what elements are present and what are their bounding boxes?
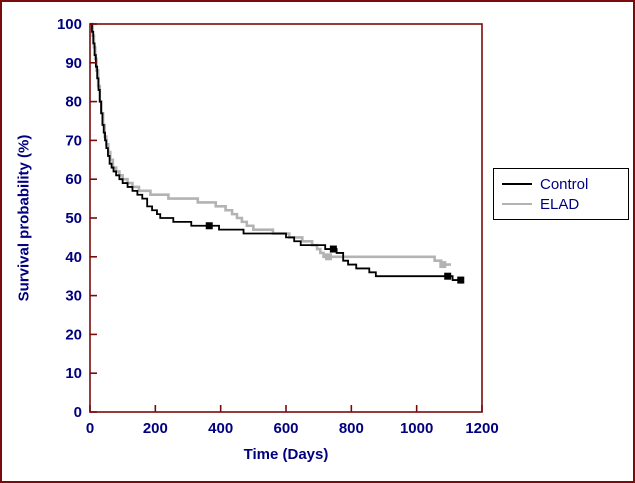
- svg-text:70: 70: [65, 132, 82, 149]
- svg-text:50: 50: [65, 210, 82, 227]
- svg-text:40: 40: [65, 249, 82, 266]
- svg-text:200: 200: [143, 420, 168, 437]
- svg-text:1000: 1000: [400, 420, 433, 437]
- svg-text:30: 30: [65, 288, 82, 305]
- svg-text:600: 600: [273, 420, 298, 437]
- svg-text:20: 20: [65, 326, 82, 343]
- svg-text:90: 90: [65, 55, 82, 72]
- svg-text:10: 10: [65, 365, 82, 382]
- legend-label-elad: ELAD: [540, 195, 580, 213]
- svg-text:0: 0: [86, 420, 94, 437]
- y-axis-title: Survival probability (%): [15, 134, 33, 302]
- legend: Control ELAD: [493, 168, 629, 220]
- svg-text:1200: 1200: [465, 420, 498, 437]
- legend-label-control: Control: [540, 175, 589, 193]
- svg-text:800: 800: [339, 420, 364, 437]
- svg-text:400: 400: [208, 420, 233, 437]
- legend-item-elad: ELAD: [502, 194, 620, 214]
- svg-text:100: 100: [57, 16, 82, 33]
- svg-text:0: 0: [74, 404, 82, 421]
- elad-line-sample: [502, 203, 532, 205]
- x-axis-title: Time (Days): [243, 446, 329, 463]
- svg-text:80: 80: [65, 94, 82, 111]
- legend-item-control: Control: [502, 174, 620, 194]
- svg-text:60: 60: [65, 171, 82, 188]
- control-line-sample: [502, 183, 532, 185]
